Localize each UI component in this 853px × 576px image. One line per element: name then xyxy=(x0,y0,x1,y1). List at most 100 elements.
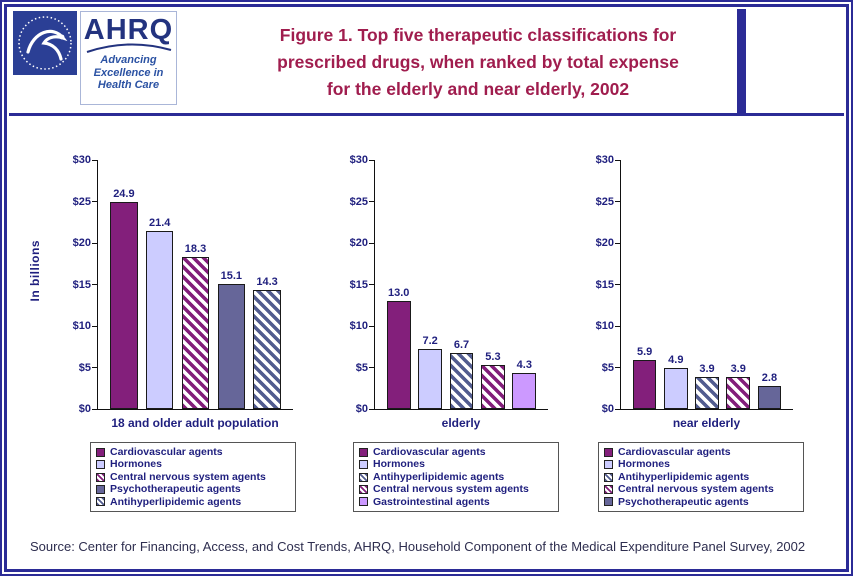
bar-value-label: 5.9 xyxy=(636,346,653,359)
bar-group: 3.9 xyxy=(723,160,754,409)
y-tick-mark xyxy=(615,325,621,327)
bar-group: 4.3 xyxy=(509,160,540,409)
y-tick-label: $30 xyxy=(72,154,91,166)
legend-label: Psychotherapeutic agents xyxy=(618,495,749,508)
bar-value-label: 4.3 xyxy=(516,359,532,372)
legend-swatch xyxy=(604,484,613,494)
legend-label: Gastrointestinal agents xyxy=(373,495,490,508)
y-tick-mark xyxy=(369,284,375,285)
tagline-line: Advancing xyxy=(100,54,157,66)
legend-item: Central nervous system agents xyxy=(604,483,798,495)
legend-item: Central nervous system agents xyxy=(359,483,553,495)
legend-swatch xyxy=(604,447,613,457)
bar-cardiovascular-agents xyxy=(386,301,411,409)
y-tick-label: $0 xyxy=(601,403,614,415)
bar-value-label: 3.9 xyxy=(699,362,715,375)
bar-group: 13.0 xyxy=(383,160,414,409)
bar-hormones xyxy=(418,349,443,409)
ahrq-swoosh-icon xyxy=(86,43,171,53)
y-tick-mark xyxy=(92,201,98,202)
bar-group: 18.3 xyxy=(178,160,214,409)
legend-swatch xyxy=(96,472,105,482)
bar-antihyperlipidemic-agents xyxy=(695,376,719,409)
legend-label: Psychotherapeutic agents xyxy=(110,483,241,496)
bar-group: 15.1 xyxy=(213,160,249,409)
chart-adult-population: $0 $5 $10 $15 $20 $25 $30 24.9 21.4 18.3 15.1 14.3 … xyxy=(73,154,296,513)
bar-group: 5.9 xyxy=(629,160,660,409)
bar-value-label: 15.1 xyxy=(220,269,242,282)
legend-item: Hormones xyxy=(604,458,798,470)
legend-label: Antihyperlipidemic agents xyxy=(618,470,750,483)
chart-elderly: $0 $5 $10 $15 $20 $25 $30 13.0 7.2 6.7 5.3 4.3 elde… xyxy=(350,154,559,513)
legend-swatch xyxy=(96,447,105,457)
y-tick-mark xyxy=(92,284,98,285)
chart-near-elderly: $0 $5 $10 $15 $20 $25 $30 5.9 4.9 3.9 3.9 2.8 near … xyxy=(596,154,804,513)
y-tick-label: $15 xyxy=(72,278,91,291)
plot-area: $0 $5 $10 $15 $20 $25 $30 24.9 21.4 18.3 15.1 14.3 xyxy=(73,154,293,415)
y-tick-label: $25 xyxy=(595,195,614,208)
legend-label: Antihyperlipidemic agents xyxy=(110,495,242,508)
legend-label: Cardiovascular agents xyxy=(618,446,731,458)
bar-psychotherapeutic-agents xyxy=(217,283,245,409)
legend-label: Central nervous system agents xyxy=(373,483,529,496)
y-tick-mark xyxy=(369,367,375,369)
bar-cardiovascular-agents xyxy=(632,360,657,409)
bar-group: 2.8 xyxy=(754,160,785,409)
bar-gastrointestinal-agents xyxy=(512,373,537,409)
bar-value-label: 24.9 xyxy=(113,188,135,201)
y-tick-label: $30 xyxy=(595,154,614,166)
tagline-line: Health Care xyxy=(97,79,160,91)
legend-label: Central nervous system agents xyxy=(618,483,774,496)
bar-group: 6.7 xyxy=(446,160,477,409)
bar-value-label: 6.7 xyxy=(453,339,470,352)
bar-group: 4.9 xyxy=(660,160,691,409)
legend-swatch xyxy=(604,460,613,470)
legend-item: Antihyperlipidemic agents xyxy=(604,471,798,483)
bar-cardiovascular-agents xyxy=(110,202,138,409)
y-tick-mark xyxy=(92,408,98,410)
y-tick-label: $20 xyxy=(72,237,91,249)
legend-swatch xyxy=(359,497,368,507)
bar-group: 5.3 xyxy=(477,160,508,409)
y-tick-label: $15 xyxy=(595,278,614,291)
plot-area: $0 $5 $10 $15 $20 $25 $30 13.0 7.2 6.7 5.3 4.3 xyxy=(350,154,548,415)
y-tick-mark xyxy=(369,242,375,244)
legend-swatch xyxy=(96,497,105,507)
y-tick-mark xyxy=(615,201,621,202)
y-tick-mark xyxy=(369,201,375,202)
y-tick-mark xyxy=(615,159,621,161)
bar-group: 14.3 xyxy=(249,160,285,409)
y-tick-label: $10 xyxy=(72,320,91,332)
bar-value-label: 3.9 xyxy=(730,362,746,375)
ahrq-logo: AHRQ Advancing Excellence in Health Care xyxy=(80,11,177,105)
x-axis-label: elderly xyxy=(441,416,481,430)
legend-label: Hormones xyxy=(618,458,670,471)
y-tick-mark xyxy=(369,159,375,161)
legend-swatch xyxy=(359,472,368,482)
hhs-eagle-icon xyxy=(13,11,77,75)
bar-value-label: 18.3 xyxy=(184,243,207,256)
bar-group: 3.9 xyxy=(691,160,722,409)
bar-antihyperlipidemic-agents xyxy=(449,353,474,409)
legend-label: Hormones xyxy=(110,458,162,471)
x-axis-label: near elderly xyxy=(672,416,741,430)
bar-hormones xyxy=(146,231,174,409)
legend-item: Antihyperlipidemic agents xyxy=(96,496,290,508)
legend-swatch xyxy=(604,472,613,482)
bar-group: 7.2 xyxy=(414,160,445,409)
ahrq-logo-text: AHRQ xyxy=(83,14,174,46)
legend-item: Hormones xyxy=(359,458,553,470)
source-note: Source: Center for Financing, Access, an… xyxy=(30,539,806,554)
y-tick-label: $0 xyxy=(355,403,368,415)
y-tick-label: $25 xyxy=(349,195,368,208)
header-divider-rule xyxy=(9,113,844,116)
y-axis-title: In billions xyxy=(28,240,42,302)
bar-value-label: 21.4 xyxy=(148,217,171,230)
y-tick-mark xyxy=(615,284,621,285)
chart-legend: Cardiovascular agents Hormones Central ner… xyxy=(90,442,296,513)
plot-area: $0 $5 $10 $15 $20 $25 $30 5.9 4.9 3.9 3.9 2.8 xyxy=(596,154,793,415)
legend-item: Hormones xyxy=(96,458,290,470)
bar-group: 21.4 xyxy=(142,160,178,409)
y-tick-label: $15 xyxy=(349,278,368,291)
legend-item: Psychotherapeutic agents xyxy=(604,496,798,508)
